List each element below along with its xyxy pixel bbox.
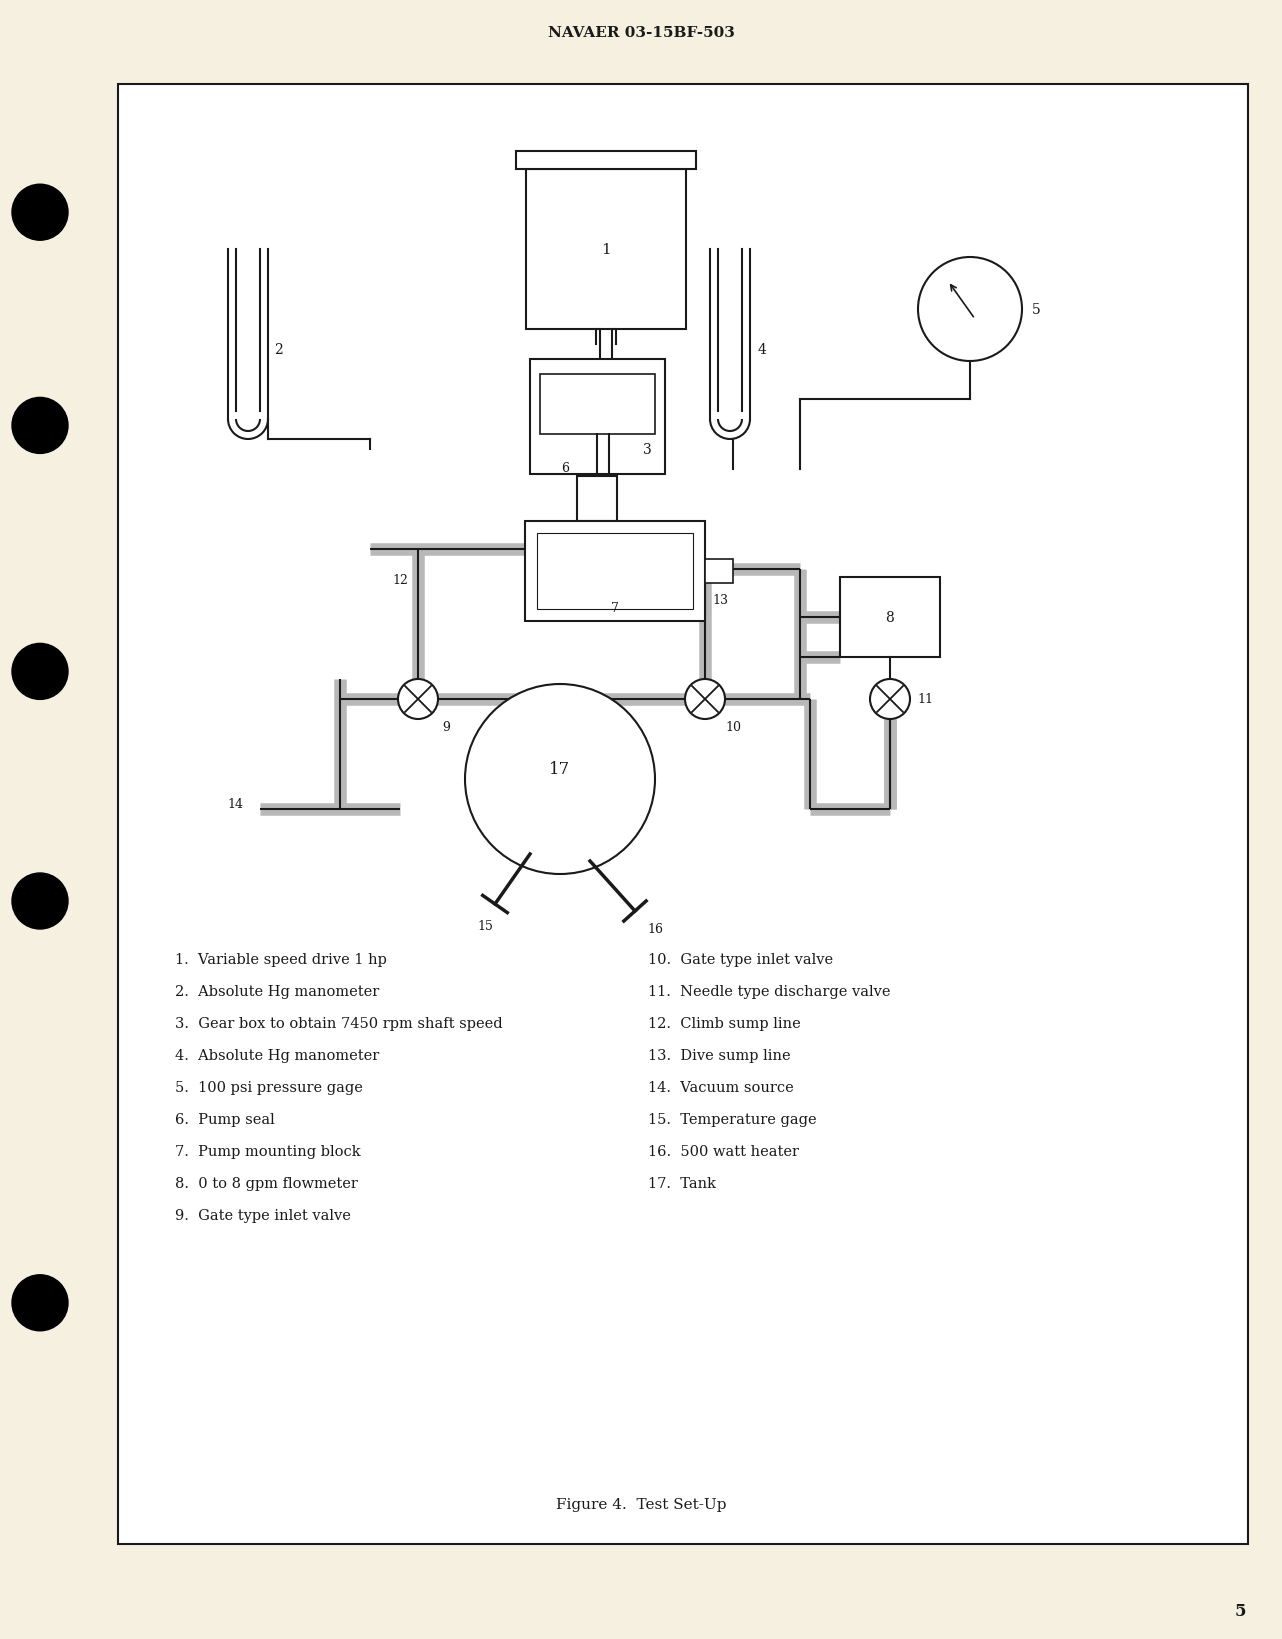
Text: 15: 15 — [477, 919, 494, 933]
Bar — [526, 521, 705, 621]
Text: Figure 4.  Test Set-Up: Figure 4. Test Set-Up — [556, 1496, 726, 1511]
Bar — [526, 170, 686, 329]
Circle shape — [12, 1275, 68, 1331]
Text: 7: 7 — [612, 602, 619, 615]
Circle shape — [12, 398, 68, 454]
Circle shape — [685, 680, 726, 720]
Bar — [118, 85, 1247, 1544]
Text: 5.  100 psi pressure gage: 5. 100 psi pressure gage — [176, 1080, 363, 1095]
Text: 6: 6 — [562, 462, 569, 475]
Circle shape — [870, 680, 910, 720]
Bar — [577, 477, 617, 521]
Text: 8: 8 — [886, 611, 895, 624]
Text: 12.  Climb sump line: 12. Climb sump line — [647, 1016, 801, 1031]
Circle shape — [465, 685, 655, 875]
Text: 9.  Gate type inlet valve: 9. Gate type inlet valve — [176, 1208, 351, 1223]
Text: 7.  Pump mounting block: 7. Pump mounting block — [176, 1144, 360, 1159]
Text: 13.  Dive sump line: 13. Dive sump line — [647, 1049, 791, 1062]
Circle shape — [12, 874, 68, 929]
Bar — [515, 152, 696, 170]
Text: 9: 9 — [442, 721, 450, 734]
Text: 5: 5 — [1032, 303, 1041, 316]
Text: 16.  500 watt heater: 16. 500 watt heater — [647, 1144, 799, 1159]
Text: 6.  Pump seal: 6. Pump seal — [176, 1113, 274, 1126]
Circle shape — [918, 257, 1022, 362]
Text: 5: 5 — [1235, 1603, 1246, 1619]
Bar — [537, 534, 694, 610]
Text: 12: 12 — [392, 574, 408, 587]
Text: 13: 13 — [712, 593, 728, 606]
Text: 17.  Tank: 17. Tank — [647, 1177, 717, 1190]
Text: 3.  Gear box to obtain 7450 rpm shaft speed: 3. Gear box to obtain 7450 rpm shaft spe… — [176, 1016, 503, 1031]
Text: 1: 1 — [601, 243, 612, 257]
Text: NAVAER 03-15BF-503: NAVAER 03-15BF-503 — [547, 26, 735, 39]
Text: 14: 14 — [227, 798, 244, 811]
Circle shape — [12, 185, 68, 241]
Text: 4.  Absolute Hg manometer: 4. Absolute Hg manometer — [176, 1049, 379, 1062]
Bar — [529, 361, 665, 475]
Bar — [540, 375, 655, 434]
Text: 11.  Needle type discharge valve: 11. Needle type discharge valve — [647, 985, 891, 998]
Circle shape — [397, 680, 438, 720]
Text: 2: 2 — [273, 343, 282, 357]
Text: 15.  Temperature gage: 15. Temperature gage — [647, 1113, 817, 1126]
Text: 8.  0 to 8 gpm flowmeter: 8. 0 to 8 gpm flowmeter — [176, 1177, 358, 1190]
Text: 2.  Absolute Hg manometer: 2. Absolute Hg manometer — [176, 985, 379, 998]
Text: 1.  Variable speed drive 1 hp: 1. Variable speed drive 1 hp — [176, 952, 387, 967]
Bar — [840, 577, 940, 657]
Text: 17: 17 — [550, 760, 570, 779]
Text: 14.  Vacuum source: 14. Vacuum source — [647, 1080, 794, 1095]
Circle shape — [12, 644, 68, 700]
Text: 4: 4 — [758, 343, 767, 357]
Text: 11: 11 — [917, 693, 933, 706]
Text: 3: 3 — [642, 443, 651, 457]
Bar — [705, 559, 733, 583]
Text: 16: 16 — [647, 923, 663, 936]
Text: 10.  Gate type inlet valve: 10. Gate type inlet valve — [647, 952, 833, 967]
Text: 10: 10 — [726, 721, 741, 734]
